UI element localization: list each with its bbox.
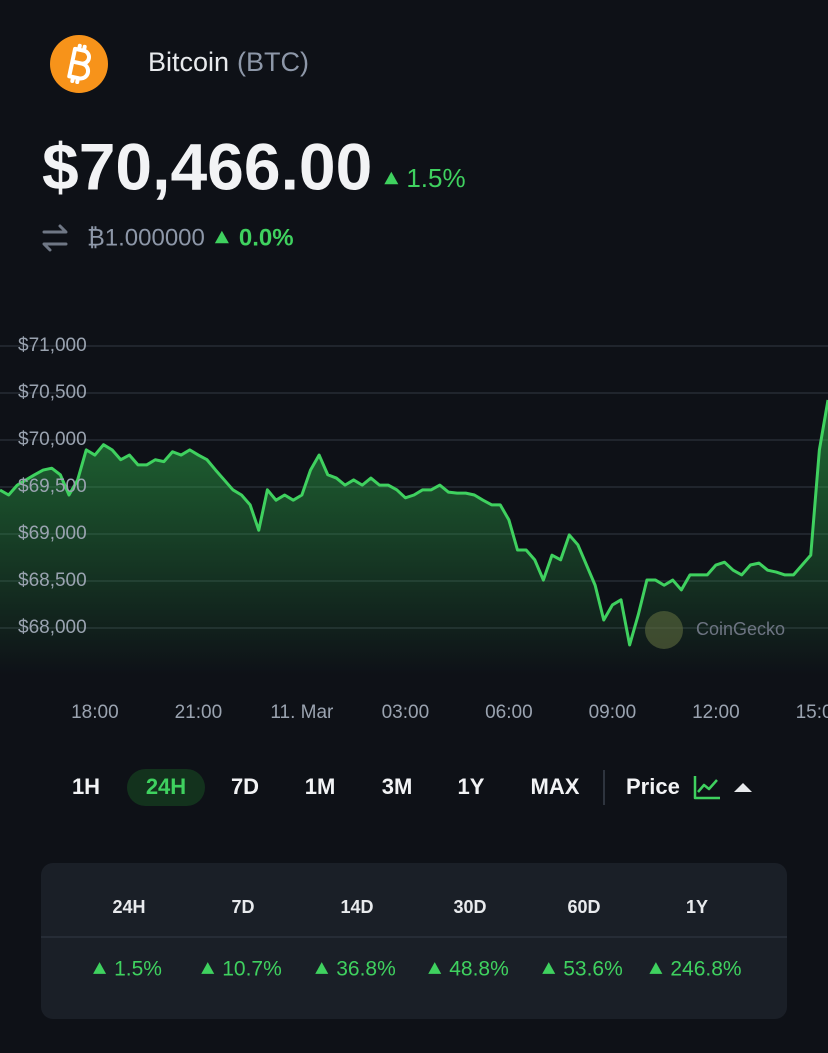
stats-value: 36.8% — [336, 958, 396, 981]
stats-header: 14D — [340, 897, 373, 917]
price-line — [0, 399, 828, 647]
x-tick-label: 18:00 — [71, 702, 119, 723]
x-tick-label: 12:00 — [692, 702, 740, 723]
y-tick-label: $69,000 — [18, 523, 87, 544]
x-tick-label: 21:00 — [175, 702, 223, 723]
coin-logo — [50, 35, 108, 93]
timeframe-tab[interactable]: 1M — [305, 774, 336, 799]
price-chart: $68,000 $68,500 $69,000 $69,500 $70,000 $70,5… — [0, 335, 828, 723]
y-tick-label: $70,500 — [18, 382, 87, 403]
stats-header: 1Y — [686, 897, 708, 917]
coin-name-text: Bitcoin — [148, 47, 229, 77]
stats-header: 7D — [231, 897, 254, 917]
up-arrow — [649, 962, 663, 974]
stats-card — [41, 863, 787, 1019]
price: $70,466.00 — [42, 129, 372, 203]
stats-value: 53.6% — [563, 958, 623, 981]
chart-mode-icon[interactable] — [693, 776, 720, 800]
up-arrow — [214, 230, 229, 244]
up-arrow — [315, 962, 329, 974]
up-arrow — [93, 962, 107, 974]
coin-symbol: (BTC) — [237, 47, 309, 77]
y-tick-label: $68,500 — [18, 570, 87, 591]
up-arrow — [384, 171, 399, 185]
x-tick-label: 06:00 — [485, 702, 533, 723]
swap-icon — [42, 224, 68, 252]
stats-value: 10.7% — [222, 958, 282, 981]
x-tick-label: 11. Mar — [270, 702, 334, 723]
btc-change: 0.0% — [239, 224, 294, 251]
y-tick-label: $71,000 — [18, 335, 87, 356]
stats-table: 24H 1.5% 7D 10.7% 14D 36.8% 30D 48.8% 60D 53.6% 1Y… — [93, 897, 742, 981]
stats-value: 48.8% — [449, 958, 509, 981]
dropdown-arrow[interactable] — [734, 783, 752, 792]
timeframe-tab[interactable]: 24H — [146, 774, 186, 799]
up-arrow — [542, 962, 556, 974]
watermark-logo — [645, 611, 683, 649]
timeframe-tab[interactable]: 3M — [382, 774, 413, 799]
y-tick-label: $70,000 — [18, 429, 87, 450]
timeframe-tabs: 1H 24H 7D 1M 3M 1Y MAX — [72, 769, 580, 806]
price-change: 1.5% — [406, 163, 465, 193]
timeframe-tab[interactable]: 7D — [231, 774, 259, 799]
up-arrow — [428, 962, 442, 974]
stats-header: 30D — [453, 897, 486, 917]
timeframe-tab[interactable]: 1H — [72, 774, 100, 799]
btc-value: ₿1.000000 — [87, 224, 205, 251]
x-tick-label: 03:00 — [382, 702, 430, 723]
y-tick-label: $69,500 — [18, 476, 87, 497]
up-arrow — [201, 962, 215, 974]
active-tab-bg — [127, 769, 205, 806]
x-tick-label: 09:00 — [589, 702, 637, 723]
timeframe-tab[interactable]: 1Y — [458, 774, 485, 799]
y-tick-label: $68,000 — [18, 617, 87, 638]
chart-mode[interactable]: Price — [626, 774, 680, 799]
stats-header: 60D — [567, 897, 600, 917]
coin-name: Bitcoin (BTC) — [148, 47, 309, 77]
stats-value: 1.5% — [114, 958, 162, 981]
watermark: CoinGecko — [696, 619, 785, 639]
stats-value: 246.8% — [670, 958, 741, 981]
stats-header: 24H — [112, 897, 145, 917]
timeframe-tab[interactable]: MAX — [531, 774, 580, 799]
x-tick-label: 15:00 — [796, 702, 828, 723]
